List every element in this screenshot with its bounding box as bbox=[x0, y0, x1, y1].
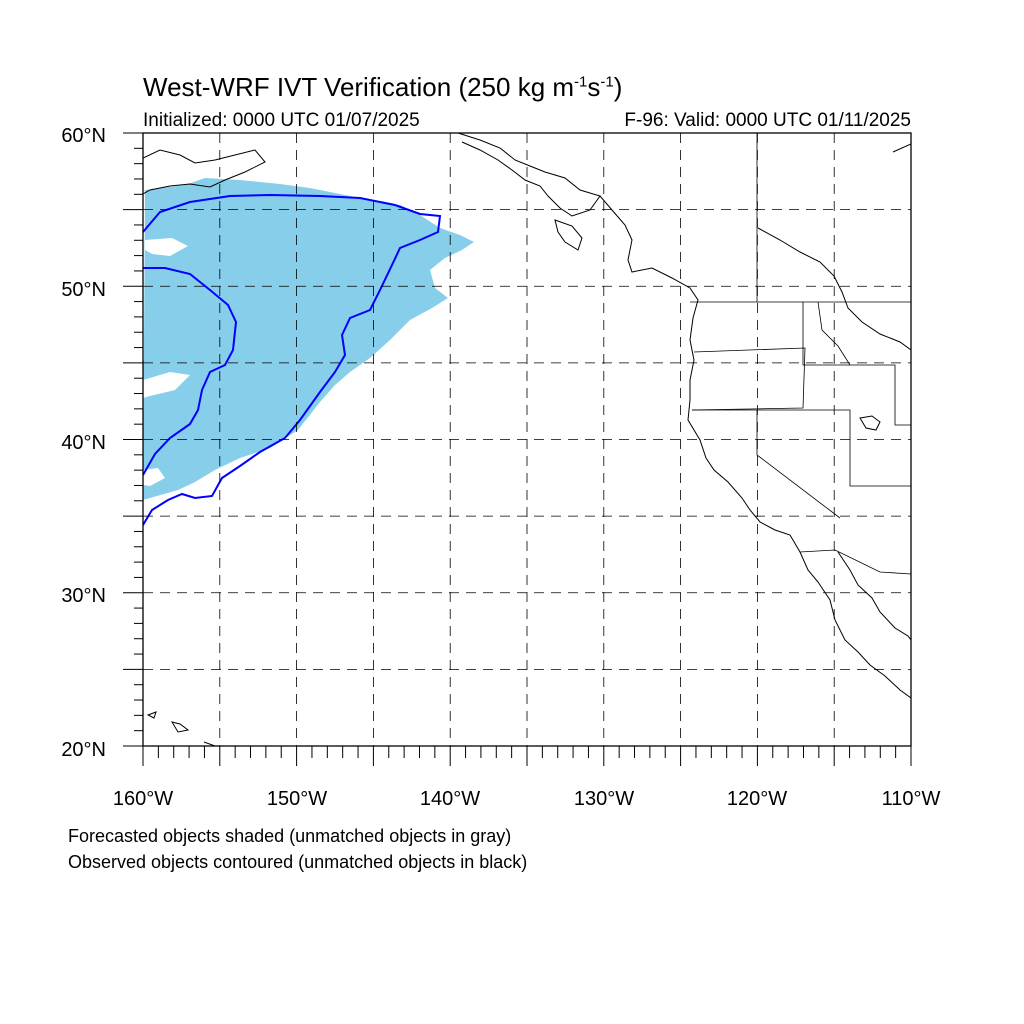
lon-label-110w: 110°W bbox=[882, 788, 941, 810]
lon-label-140w: 140°W bbox=[420, 788, 480, 810]
lon-label-130w: 130°W bbox=[574, 788, 634, 810]
lat-label-60n: 60°N bbox=[61, 125, 106, 147]
axis-ticks bbox=[123, 132, 912, 766]
lat-lon-grid bbox=[143, 133, 911, 746]
forecast-legend-note: Forecasted objects shaded (unmatched obj… bbox=[68, 826, 512, 846]
lat-label-50n: 50°N bbox=[61, 279, 106, 301]
map-title: West-WRF IVT Verification (250 kg m-1s-1… bbox=[143, 72, 623, 102]
coastlines bbox=[143, 133, 911, 746]
observed-ivt-contour-north bbox=[143, 193, 442, 526]
lon-label-150w: 150°W bbox=[267, 788, 327, 810]
observed-legend-note: Observed objects contoured (unmatched ob… bbox=[68, 852, 528, 872]
lat-label-30n: 30°N bbox=[61, 585, 106, 607]
forecast-ivt-object bbox=[143, 178, 474, 500]
lat-label-40n: 40°N bbox=[61, 432, 106, 454]
alaska-coast bbox=[143, 149, 266, 195]
lat-label-20n: 20°N bbox=[61, 739, 106, 761]
lon-label-120w: 120°W bbox=[727, 788, 787, 810]
init-time-label: Initialized: 0000 UTC 01/07/2025 bbox=[143, 110, 420, 131]
observed-ivt-contour-south bbox=[143, 267, 238, 476]
political-boundaries bbox=[690, 133, 911, 575]
lat-axis-labels: 20°N 30°N 40°N 50°N 60°N bbox=[61, 125, 106, 761]
valid-time-label: F-96: Valid: 0000 UTC 01/11/2025 bbox=[624, 110, 911, 131]
lon-axis-labels: 160°W 150°W 140°W 130°W 120°W 110°W bbox=[113, 788, 941, 810]
lon-label-160w: 160°W bbox=[113, 788, 173, 810]
